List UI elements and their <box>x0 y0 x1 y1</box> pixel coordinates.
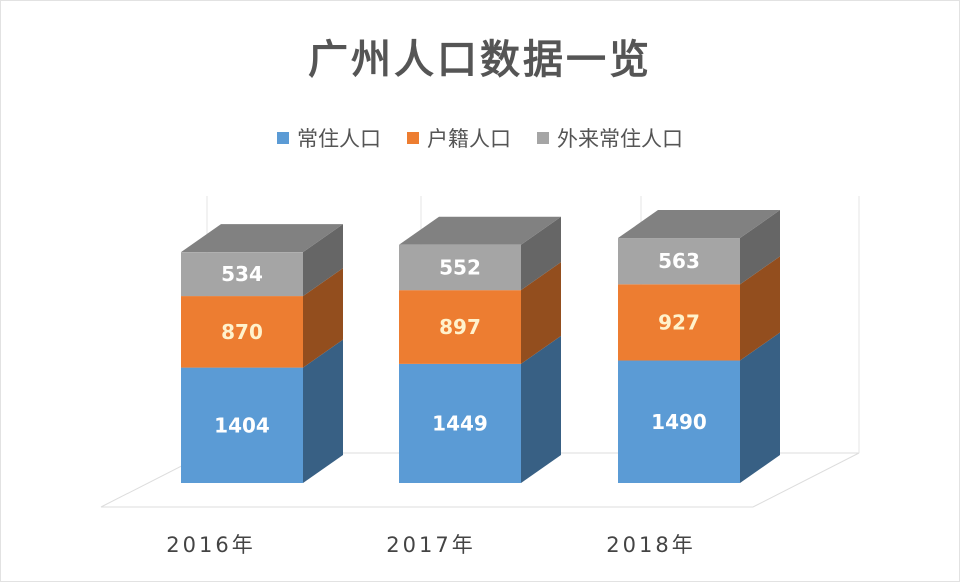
legend: 常住人口 户籍人口 外来常住人口 <box>1 123 959 153</box>
bar-2018年-常住人口 <box>618 360 740 483</box>
legend-item-registered: 户籍人口 <box>407 123 511 153</box>
legend-label-migrant: 外来常住人口 <box>557 127 683 151</box>
bar-2016年-常住人口 <box>181 367 303 483</box>
x-tick-label-2018: 2018年 <box>606 533 696 557</box>
bar-top-2016年 <box>181 224 343 253</box>
bar-side-2017年-s0 <box>521 335 561 483</box>
bar-top-2018年 <box>618 210 780 239</box>
bar-side-2018年-s1 <box>740 256 780 361</box>
bar-2017年-外来常住人口 <box>399 244 521 291</box>
bar-2018年-外来常住人口 <box>618 238 740 285</box>
bar-side-2018年-s2 <box>740 210 780 285</box>
bar-side-2017年-s1 <box>521 262 561 364</box>
bar-side-2018年-s0 <box>740 332 780 483</box>
legend-item-migrant: 外来常住人口 <box>537 123 683 153</box>
data-label-2016年-s0: 1404 <box>214 413 270 437</box>
bar-side-2016年-s0 <box>303 339 343 483</box>
data-label-2016年-s1: 870 <box>221 320 263 344</box>
x-tick-label-2016: 2016年 <box>166 533 256 557</box>
data-label-2018年-s2: 563 <box>658 249 700 273</box>
data-label-2017年-s0: 1449 <box>432 411 488 435</box>
bar-side-2016年-s2 <box>303 224 343 297</box>
data-label-2016年-s2: 534 <box>221 262 263 286</box>
bar-2017年-常住人口 <box>399 363 521 483</box>
data-label-2017年-s2: 552 <box>439 255 481 279</box>
legend-label-resident: 常住人口 <box>297 127 381 151</box>
data-label-2018年-s0: 1490 <box>651 410 707 434</box>
data-label-2017年-s1: 897 <box>439 315 481 339</box>
bar-2018年-户籍人口 <box>618 284 740 361</box>
bar-2016年-外来常住人口 <box>181 252 303 297</box>
legend-swatch-registered <box>407 132 419 144</box>
bar-2017年-户籍人口 <box>399 290 521 364</box>
legend-swatch-migrant <box>537 132 549 144</box>
chart-bars: 1404 870 534 1449 897 552 1490 927 563 <box>181 210 780 483</box>
legend-label-registered: 户籍人口 <box>427 127 511 151</box>
x-tick-label-2017: 2017年 <box>386 533 476 557</box>
bar-side-2016年-s1 <box>303 268 343 368</box>
bar-top-2017年 <box>399 216 561 245</box>
legend-swatch-resident <box>277 132 289 144</box>
bar-2016年-户籍人口 <box>181 296 303 368</box>
bar-side-2017年-s2 <box>521 216 561 291</box>
legend-item-resident: 常住人口 <box>277 123 381 153</box>
chart-title: 广州人口数据一览 <box>308 37 652 83</box>
data-label-2018年-s1: 927 <box>658 310 700 334</box>
